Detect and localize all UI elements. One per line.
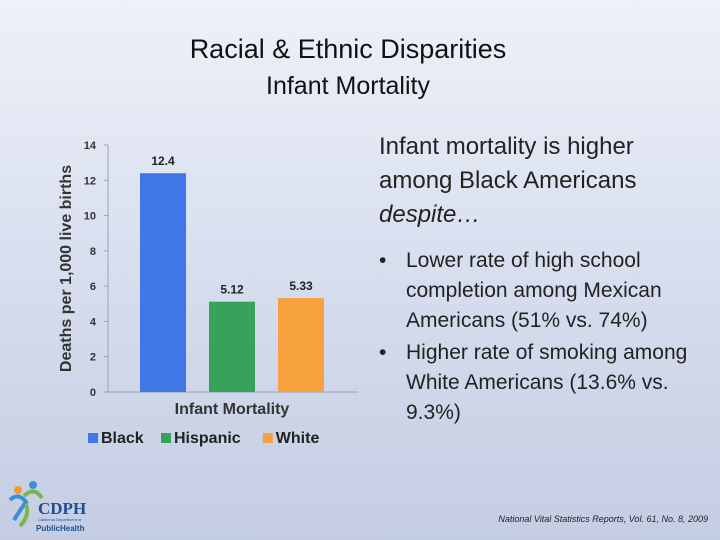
y-axis-title: Deaths per 1,000 live births <box>58 165 75 372</box>
x-axis-title: Infant Mortality <box>175 401 290 418</box>
bullet-list: • Lower rate of high school completion a… <box>379 246 699 428</box>
svg-text:PublicHealth: PublicHealth <box>36 524 85 533</box>
legend-swatch-hispanic <box>161 433 171 443</box>
y-tick-label: 12 <box>84 175 96 187</box>
slide-subtitle: Infant Mortality <box>266 72 430 100</box>
y-tick-label: 2 <box>90 352 96 364</box>
legend-label-black: Black <box>101 430 144 447</box>
y-tick-label: 0 <box>90 387 96 399</box>
bullet-text: Lower rate of high school completion amo… <box>406 249 662 332</box>
legend-label-white: White <box>276 430 320 447</box>
data-label-black: 12.4 <box>151 154 175 168</box>
bullet-glyph: • <box>379 341 387 364</box>
y-tick-label: 8 <box>90 246 96 258</box>
intro-line-1: Infant mortality is higher <box>379 133 634 160</box>
source-citation: National Vital Statistics Reports, Vol. … <box>498 514 708 524</box>
data-label-hispanic: 5.12 <box>220 283 244 297</box>
cdph-logo: CDPH California Department of PublicHeal… <box>8 481 86 533</box>
slide-title: Racial & Ethnic Disparities <box>189 34 507 64</box>
bullet-glyph: • <box>379 249 387 272</box>
text-panel: Infant mortality is higher among Black A… <box>379 130 699 430</box>
svg-text:CDPH: CDPH <box>38 499 86 518</box>
legend-label-hispanic: Hispanic <box>174 430 241 447</box>
bar-black <box>140 173 186 392</box>
bar-hispanic <box>209 301 255 392</box>
chart-canvas: 0 2 4 6 8 10 12 14 Deaths per 1,000 live births 1… <box>58 140 358 447</box>
svg-text:California Department of: California Department of <box>38 517 82 522</box>
y-tick-label: 14 <box>84 140 97 152</box>
legend-swatch-black <box>88 433 98 443</box>
y-tick-label: 6 <box>90 281 96 293</box>
intro-text: Infant mortality is higher among Black A… <box>379 130 699 232</box>
bar-white <box>278 297 324 392</box>
legend-swatch-white <box>262 433 273 443</box>
data-label-white: 5.33 <box>289 279 313 293</box>
intro-line-3: despite… <box>379 201 481 228</box>
bar-chart: 0 2 4 6 8 10 12 14 Deaths per 1,000 live births 1… <box>40 125 370 465</box>
bullet-item: • Lower rate of high school completion a… <box>379 246 699 336</box>
intro-line-2: among Black Americans <box>379 167 637 194</box>
y-tick-label: 10 <box>84 211 96 223</box>
bullet-item: • Higher rate of smoking among White Ame… <box>379 338 699 428</box>
y-tick-label: 4 <box>90 316 97 328</box>
bullet-text: Higher rate of smoking among White Ameri… <box>406 341 688 424</box>
